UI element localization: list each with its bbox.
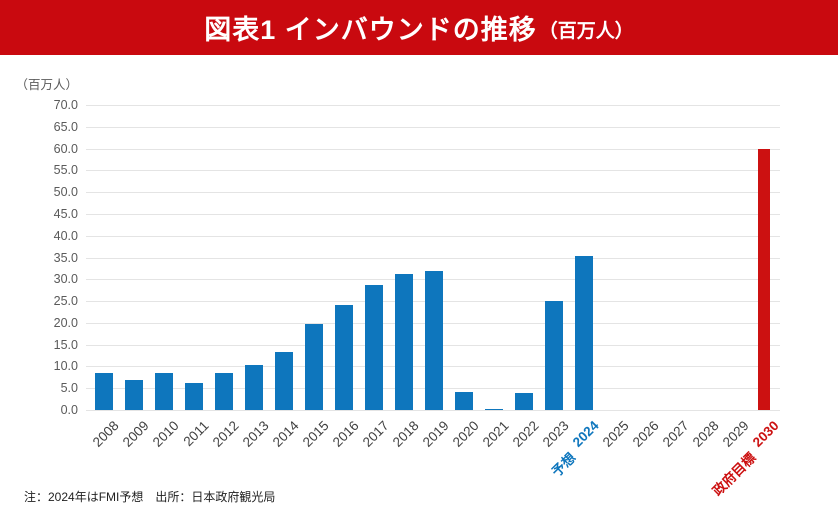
bar-2016 bbox=[335, 305, 354, 410]
x-label-2017: 2017 bbox=[360, 418, 392, 450]
x-label-2008: 2008 bbox=[90, 418, 122, 450]
bar-2010 bbox=[155, 372, 174, 410]
x-label-2023: 2023 bbox=[540, 418, 572, 450]
gridline-0.0 bbox=[86, 410, 780, 411]
chart-title-banner: 図表1 インバウンドの推移 （百万人） bbox=[0, 0, 838, 55]
chart-title-unit: （百万人） bbox=[538, 21, 634, 42]
y-tick-5.0: 5.0 bbox=[60, 381, 78, 396]
x-label-2014: 2014 bbox=[270, 418, 302, 450]
x-label-2011: 2011 bbox=[180, 418, 212, 450]
bar-2008 bbox=[95, 373, 114, 410]
x-label-2026: 2026 bbox=[630, 418, 662, 450]
y-tick-65.0: 65.0 bbox=[53, 119, 78, 134]
x-label-2012: 2012 bbox=[210, 418, 242, 450]
bar-2017 bbox=[365, 284, 384, 410]
bar-2013 bbox=[245, 364, 264, 410]
y-tick-40.0: 40.0 bbox=[53, 228, 78, 243]
y-tick-45.0: 45.0 bbox=[53, 206, 78, 221]
bar-2011 bbox=[185, 382, 204, 410]
x-label-2010: 2010 bbox=[150, 418, 182, 450]
gridline-35.0 bbox=[86, 257, 780, 259]
y-tick-35.0: 35.0 bbox=[53, 250, 78, 265]
chart-title: 図表1 インバウンドの推移 bbox=[204, 15, 537, 45]
y-tick-30.0: 30.0 bbox=[53, 272, 78, 287]
gridline-50.0 bbox=[86, 192, 780, 194]
x-label-2019: 2019 bbox=[420, 418, 452, 450]
x-label-2015: 2015 bbox=[300, 418, 332, 450]
forecast-sublabel: 予想 bbox=[549, 450, 579, 480]
x-label-2022: 2022 bbox=[510, 418, 542, 450]
bar-2022 bbox=[515, 393, 534, 410]
x-label-2027: 2027 bbox=[660, 418, 692, 450]
x-label-2028: 2028 bbox=[690, 418, 722, 450]
y-tick-70.0: 70.0 bbox=[53, 98, 78, 112]
gridline-60.0 bbox=[86, 148, 780, 150]
bar-2018 bbox=[395, 274, 414, 410]
y-tick-10.0: 10.0 bbox=[53, 359, 78, 374]
x-label-2021: 2021 bbox=[480, 418, 512, 450]
bar-2015 bbox=[305, 324, 324, 410]
bar-2014 bbox=[275, 351, 294, 410]
x-label-2029: 2029 bbox=[720, 418, 752, 450]
gridline-45.0 bbox=[86, 213, 780, 215]
gridline-70.0 bbox=[86, 105, 780, 106]
bar-2024 bbox=[575, 255, 594, 410]
x-label-2009: 2009 bbox=[120, 418, 152, 450]
y-tick-0.0: 0.0 bbox=[60, 403, 78, 417]
footnote: 注：2024年はFMI予想 出所：日本政府観光局 bbox=[24, 490, 276, 504]
y-axis-unit-label: （百万人） bbox=[15, 78, 78, 92]
bar-2019 bbox=[425, 271, 444, 410]
bar-2012 bbox=[215, 373, 234, 410]
x-label-2030: 2030 bbox=[750, 418, 782, 450]
bar-2009 bbox=[125, 380, 144, 410]
bar-2021 bbox=[485, 408, 504, 410]
y-tick-25.0: 25.0 bbox=[53, 294, 78, 309]
gridline-55.0 bbox=[86, 170, 780, 172]
bar-2023 bbox=[545, 300, 564, 410]
x-label-2020: 2020 bbox=[450, 418, 482, 450]
y-tick-55.0: 55.0 bbox=[53, 163, 78, 178]
gridline-65.0 bbox=[86, 126, 780, 128]
y-tick-50.0: 50.0 bbox=[53, 185, 78, 200]
gridline-40.0 bbox=[86, 235, 780, 237]
x-label-2018: 2018 bbox=[390, 418, 422, 450]
x-label-2016: 2016 bbox=[330, 418, 362, 450]
y-tick-60.0: 60.0 bbox=[53, 141, 78, 156]
bar-2030 bbox=[758, 148, 771, 410]
x-label-2024: 2024 bbox=[570, 418, 602, 450]
x-label-2013: 2013 bbox=[240, 418, 272, 450]
y-tick-20.0: 20.0 bbox=[53, 315, 78, 330]
target-sublabel: 政府目標 bbox=[710, 450, 759, 499]
y-tick-15.0: 15.0 bbox=[53, 337, 78, 352]
bar-2020 bbox=[455, 392, 474, 410]
x-label-2025: 2025 bbox=[600, 418, 632, 450]
